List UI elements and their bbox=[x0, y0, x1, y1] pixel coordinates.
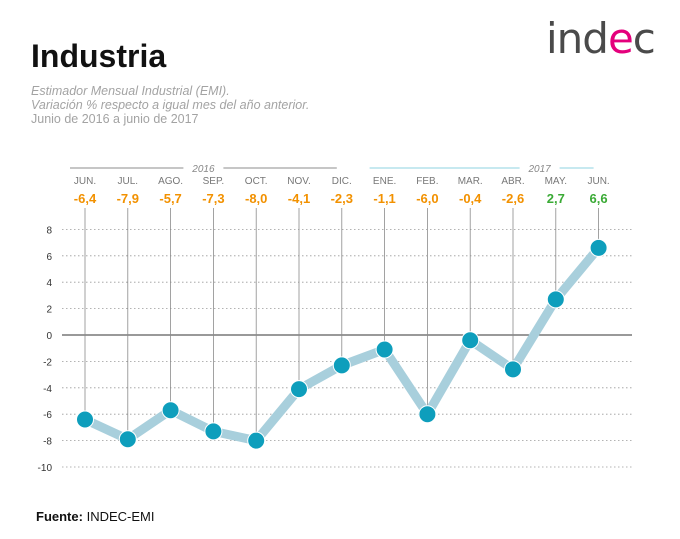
x-tick-label: MAY. bbox=[545, 176, 567, 187]
y-tick-label: -6 bbox=[43, 410, 52, 421]
data-point bbox=[76, 410, 94, 429]
data-point bbox=[375, 340, 394, 359]
data-label: 2,7 bbox=[547, 191, 565, 206]
data-point bbox=[204, 422, 223, 441]
x-tick-label: NOV. bbox=[287, 176, 311, 187]
data-point bbox=[589, 238, 608, 257]
x-tick-label: MAR. bbox=[458, 176, 483, 187]
x-tick-label: ABR. bbox=[501, 176, 524, 187]
x-tick-label: AGO. bbox=[158, 176, 183, 187]
indec-logo: indec bbox=[546, 14, 656, 63]
data-point bbox=[332, 356, 351, 375]
source-note: Fuente: INDEC-EMI bbox=[36, 509, 154, 524]
data-label: -7,3 bbox=[202, 191, 224, 206]
data-point bbox=[546, 290, 565, 309]
subtitle-period: Junio de 2016 a junio de 2017 bbox=[31, 112, 199, 126]
source-label: Fuente: bbox=[36, 509, 83, 524]
y-tick-label: -8 bbox=[43, 437, 52, 448]
data-point bbox=[161, 401, 180, 420]
y-tick-label: 6 bbox=[46, 252, 52, 263]
data-point bbox=[247, 431, 266, 450]
data-label: -4,1 bbox=[288, 191, 310, 206]
data-point bbox=[118, 430, 137, 449]
data-label: -8,0 bbox=[245, 191, 267, 206]
data-point bbox=[504, 360, 522, 379]
data-label: -2,6 bbox=[502, 191, 524, 206]
data-label: -6,4 bbox=[74, 191, 97, 206]
year-label: 2017 bbox=[527, 164, 551, 175]
y-tick-label: -2 bbox=[43, 357, 52, 368]
data-label: 6,6 bbox=[590, 191, 608, 206]
x-tick-label: ENE. bbox=[373, 176, 396, 187]
data-label: -5,7 bbox=[159, 191, 181, 206]
y-tick-label: 2 bbox=[46, 305, 52, 316]
y-tick-label: -4 bbox=[43, 384, 52, 395]
y-tick-label: 4 bbox=[46, 278, 52, 289]
x-tick-label: DIC. bbox=[332, 176, 352, 187]
data-label: -7,9 bbox=[117, 191, 139, 206]
x-tick-label: OCT. bbox=[245, 176, 268, 187]
data-label: -2,3 bbox=[331, 191, 353, 206]
y-tick-label: -10 bbox=[38, 463, 53, 474]
x-tick-label: JUL. bbox=[118, 176, 139, 187]
x-tick-label: FEB. bbox=[416, 176, 438, 187]
source-value: INDEC-EMI bbox=[86, 509, 155, 524]
y-tick-label: 0 bbox=[46, 331, 52, 342]
data-label: -0,4 bbox=[459, 191, 482, 206]
data-label: -1,1 bbox=[373, 191, 395, 206]
x-tick-label: SEP. bbox=[203, 176, 225, 187]
x-tick-label: JUN. bbox=[74, 176, 96, 187]
x-tick-label: JUN. bbox=[587, 176, 609, 187]
year-label: 2016 bbox=[191, 164, 215, 175]
data-point bbox=[461, 331, 480, 350]
page-title: Industria bbox=[31, 38, 167, 74]
data-point bbox=[418, 405, 437, 424]
data-point bbox=[290, 380, 308, 399]
subtitle-source: Estimador Mensual Industrial (EMI). bbox=[31, 84, 230, 98]
subtitle-measure: Variación % respecto a igual mes del año… bbox=[31, 98, 310, 112]
data-label: -6,0 bbox=[416, 191, 438, 206]
y-tick-label: 8 bbox=[46, 225, 52, 236]
